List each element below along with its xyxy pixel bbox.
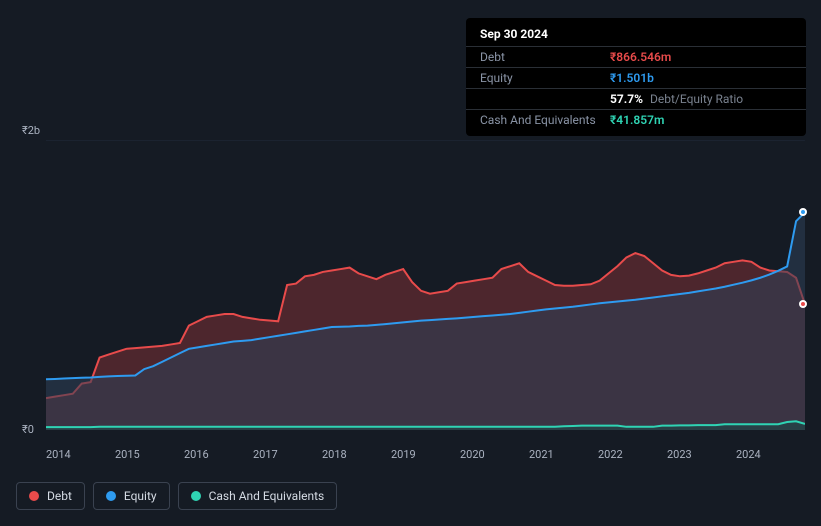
tooltip-row-debt: Debt ₹866.546m	[466, 46, 806, 67]
tooltip-label-debt: Debt	[480, 51, 610, 63]
tooltip-label-ratio	[480, 93, 610, 105]
legend-swatch-icon	[106, 491, 116, 501]
chart-marker-equity	[799, 208, 807, 216]
chart-marker-debt	[799, 300, 807, 308]
chart-tooltip: Sep 30 2024 Debt ₹866.546m Equity ₹1.501…	[466, 18, 806, 136]
legend-swatch-icon	[191, 491, 201, 501]
x-tick: 2015	[115, 448, 184, 461]
legend-label: Equity	[124, 489, 157, 503]
x-tick: 2020	[460, 448, 529, 461]
x-tick: 2014	[46, 448, 115, 461]
tooltip-value-equity: ₹1.501b	[610, 72, 654, 84]
tooltip-ratio-pct: 57.7%	[610, 92, 643, 106]
tooltip-row-ratio: 57.7% Debt/Equity Ratio	[466, 88, 806, 109]
legend: Debt Equity Cash And Equivalents	[16, 482, 337, 510]
tooltip-row-equity: Equity ₹1.501b	[466, 67, 806, 88]
x-axis: 2014201520162017201820192020202120222023…	[46, 448, 805, 461]
legend-item-cash[interactable]: Cash And Equivalents	[178, 482, 338, 510]
chart-area: ₹2b ₹0	[16, 124, 805, 446]
legend-item-equity[interactable]: Equity	[93, 482, 170, 510]
x-tick: 2016	[184, 448, 253, 461]
x-tick: 2022	[598, 448, 667, 461]
x-tick: 2018	[322, 448, 391, 461]
tooltip-label-equity: Equity	[480, 72, 610, 84]
x-tick: 2021	[529, 448, 598, 461]
x-tick: 2024	[736, 448, 805, 461]
y-tick-bottom: ₹0	[22, 423, 34, 436]
legend-label: Cash And Equivalents	[209, 489, 325, 503]
chart-plot[interactable]	[46, 140, 805, 430]
tooltip-ratio-label: Debt/Equity Ratio	[650, 92, 743, 106]
x-tick: 2019	[391, 448, 460, 461]
legend-label: Debt	[47, 489, 72, 503]
tooltip-date: Sep 30 2024	[466, 24, 806, 46]
x-tick: 2023	[667, 448, 736, 461]
x-tick: 2017	[253, 448, 322, 461]
legend-swatch-icon	[29, 491, 39, 501]
legend-item-debt[interactable]: Debt	[16, 482, 85, 510]
y-tick-top: ₹2b	[22, 124, 40, 137]
tooltip-value-debt: ₹866.546m	[610, 51, 671, 63]
